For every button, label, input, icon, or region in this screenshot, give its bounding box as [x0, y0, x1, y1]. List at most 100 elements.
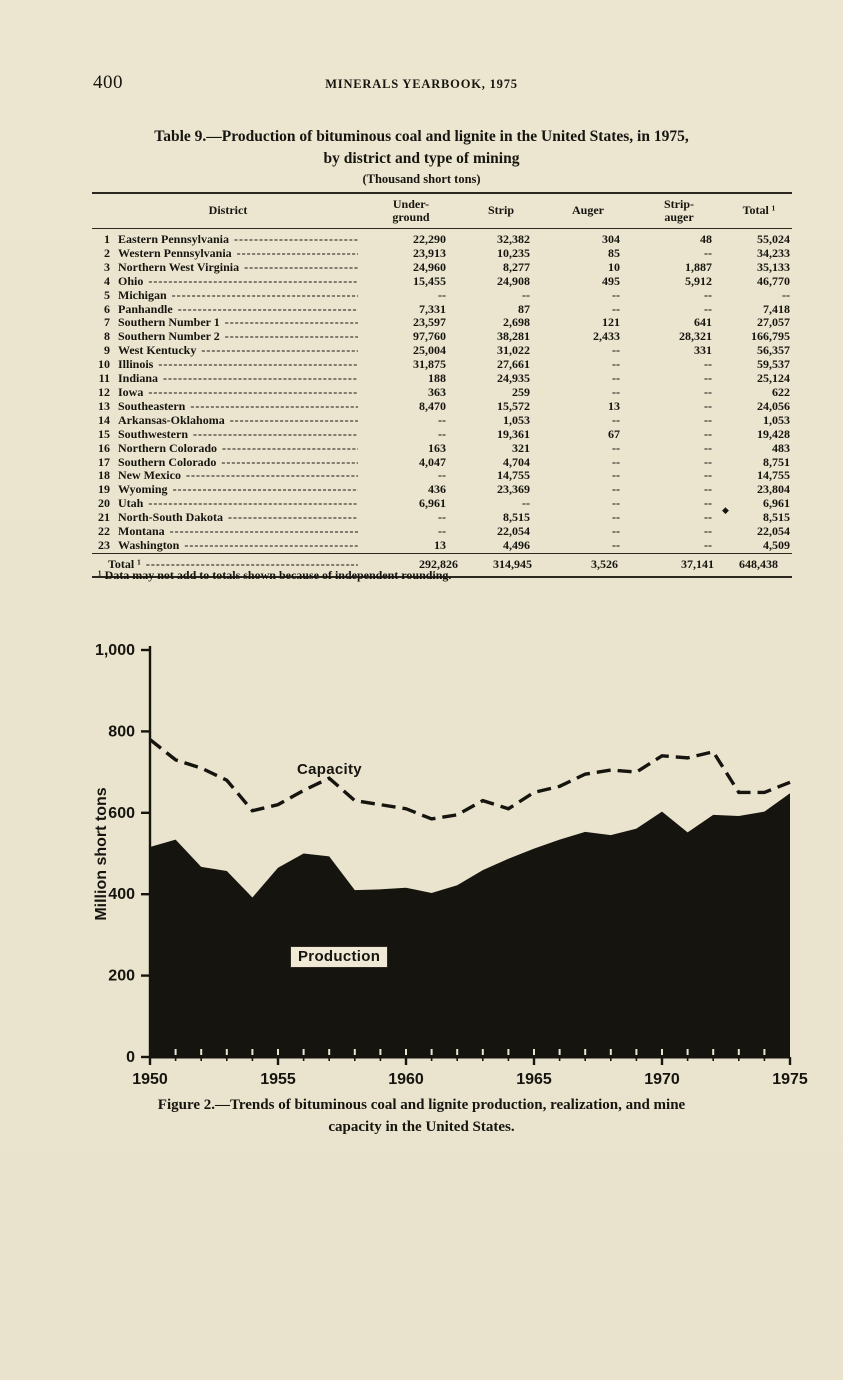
- table-title-line1: Table 9.—Production of bituminous coal a…: [154, 128, 689, 145]
- underground-value: 31,875: [413, 358, 446, 372]
- auger-value: --: [612, 344, 620, 358]
- row-number: 23: [98, 538, 110, 552]
- total-value: 4,509: [763, 538, 790, 552]
- table-row: 22 Montana -- 22,054 -- -- 22,054: [92, 525, 792, 539]
- table-row: 4 Ohio 15,455 24,908 495 5,912 46,770: [92, 275, 792, 289]
- auger-value: 13: [608, 399, 620, 413]
- total-total: 648,438: [726, 552, 792, 578]
- strip-value: --: [522, 497, 530, 511]
- total-value: 56,357: [757, 344, 790, 358]
- underground-value: --: [438, 511, 446, 525]
- total-value: --: [782, 288, 790, 302]
- total-value: 23,804: [757, 483, 790, 497]
- figure-2: 0 200 400 600 800 1,000 1950 1955 1960 1965 1970 19…: [92, 640, 822, 1092]
- strip-value: 321: [512, 441, 530, 455]
- strip-auger-value: 1,887: [685, 260, 712, 274]
- underground-value: 363: [428, 385, 446, 399]
- table-header: District Under- ground Strip Auger Strip…: [92, 192, 792, 229]
- table-row: 1 Eastern Pennsylvania 22,290 32,382 304 48 55…: [92, 229, 792, 247]
- strip-auger-value: --: [704, 441, 712, 455]
- underground-value: 97,760: [413, 330, 446, 344]
- auger-value: --: [612, 288, 620, 302]
- auger-value: --: [612, 511, 620, 525]
- table-row: 17 Southern Colorado 4,047 4,704 -- -- 8,751: [92, 456, 792, 470]
- district-name: Southern Colorado: [118, 455, 217, 469]
- table-row: 5 Michigan -- -- - - - - - -: [92, 289, 792, 303]
- district-name: Utah: [118, 497, 144, 511]
- district-cell: Utah: [118, 497, 364, 511]
- district-cell: Washington: [118, 539, 364, 553]
- total-value: 35,133: [757, 260, 790, 274]
- total-value: 8,751: [763, 455, 790, 469]
- figure-caption-line2: capacity in the United States.: [328, 1119, 515, 1135]
- total-label: Total ¹: [108, 556, 141, 571]
- district-cell: West Kentucky: [118, 344, 364, 358]
- strip-auger-value: 331: [694, 344, 712, 358]
- underground-value: --: [438, 288, 446, 302]
- district-name: North-South Dakota: [118, 511, 224, 525]
- table-row: 14 Arkansas-Oklahoma -- 1,053 -- -- 1,053: [92, 414, 792, 428]
- underground-value: --: [438, 427, 446, 441]
- total-strip: 314,945: [458, 552, 544, 578]
- dash-leader: [193, 428, 358, 441]
- table-row: 13 Southeastern 8,470 15,572 13 -- 24,056: [92, 400, 792, 414]
- strip-auger-value: --: [704, 455, 712, 469]
- auger-value: --: [612, 358, 620, 372]
- table-row: 9 West Kentucky 25,004 31,022 -- 331 56,357: [92, 344, 792, 358]
- production-area: [150, 793, 790, 1057]
- strip-value: 4,496: [503, 538, 530, 552]
- strip-auger-value: --: [704, 413, 712, 427]
- strip-auger-value: --: [704, 358, 712, 372]
- underground-value: 22,290: [413, 232, 446, 246]
- table-row: 3 Northern West Virginia 24,960 8,277 10 1,88…: [92, 261, 792, 275]
- total-value: 34,233: [757, 246, 790, 260]
- table-row: 19 Wyoming 436 23,369 -- -- 23,804: [92, 483, 792, 497]
- strip-value: --: [522, 288, 530, 302]
- total-auger: 3,526: [544, 552, 632, 578]
- dash-leader: [234, 233, 358, 246]
- dash-leader: [172, 289, 358, 302]
- auger-value: 495: [602, 274, 620, 288]
- total-value: 1,053: [763, 413, 790, 427]
- row-number: 7: [104, 316, 110, 330]
- district-cell: Southern Number 1: [118, 316, 364, 330]
- strip-value: 87: [518, 302, 530, 316]
- total-value: 46,770: [757, 274, 790, 288]
- strip-value: 24,935: [497, 372, 530, 386]
- underground-value: 4,047: [419, 455, 446, 469]
- total-value: 7,418: [763, 302, 790, 316]
- dash-leader: [201, 344, 358, 357]
- dash-leader: [221, 456, 358, 469]
- underground-value: 23,913: [413, 246, 446, 260]
- auger-value: --: [612, 372, 620, 386]
- district-name: Arkansas-Oklahoma: [118, 413, 225, 427]
- underground-value: 163: [428, 441, 446, 455]
- production-table: District Under- ground Strip Auger Strip…: [92, 192, 792, 578]
- auger-value: 67: [608, 427, 620, 441]
- strip-auger-value: --: [704, 511, 712, 525]
- district-cell: Southern Colorado: [118, 456, 364, 470]
- x-tick-label: 1960: [388, 1071, 424, 1088]
- district-cell: New Mexico: [118, 469, 364, 483]
- col-header-underground: Under- ground: [364, 192, 458, 229]
- dash-leader: [184, 539, 358, 552]
- table-row: 18 New Mexico -- 14,755 -- -- 14,755: [92, 469, 792, 483]
- row-number: 6: [104, 302, 110, 316]
- strip-auger-value: 28,321: [679, 330, 712, 344]
- district-cell: Panhandle: [118, 303, 364, 317]
- strip-value: 23,369: [497, 483, 530, 497]
- x-tick-label: 1975: [772, 1071, 808, 1088]
- total-row: Total ¹ 292,826 314,945 3,526 37,141 648…: [92, 552, 792, 578]
- auger-value: --: [612, 525, 620, 539]
- total-value: 166,795: [751, 330, 790, 344]
- underground-value: 6,961: [419, 497, 446, 511]
- total-value: 14,755: [757, 469, 790, 483]
- dash-leader: [170, 525, 358, 538]
- x-tick-label: 1950: [132, 1071, 168, 1088]
- dash-leader: [237, 247, 358, 260]
- dash-leader: [225, 316, 358, 329]
- auger-value: 2,433: [593, 330, 620, 344]
- total-underground: 292,826: [364, 552, 458, 578]
- production-table-wrapper: District Under- ground Strip Auger Strip…: [92, 192, 792, 578]
